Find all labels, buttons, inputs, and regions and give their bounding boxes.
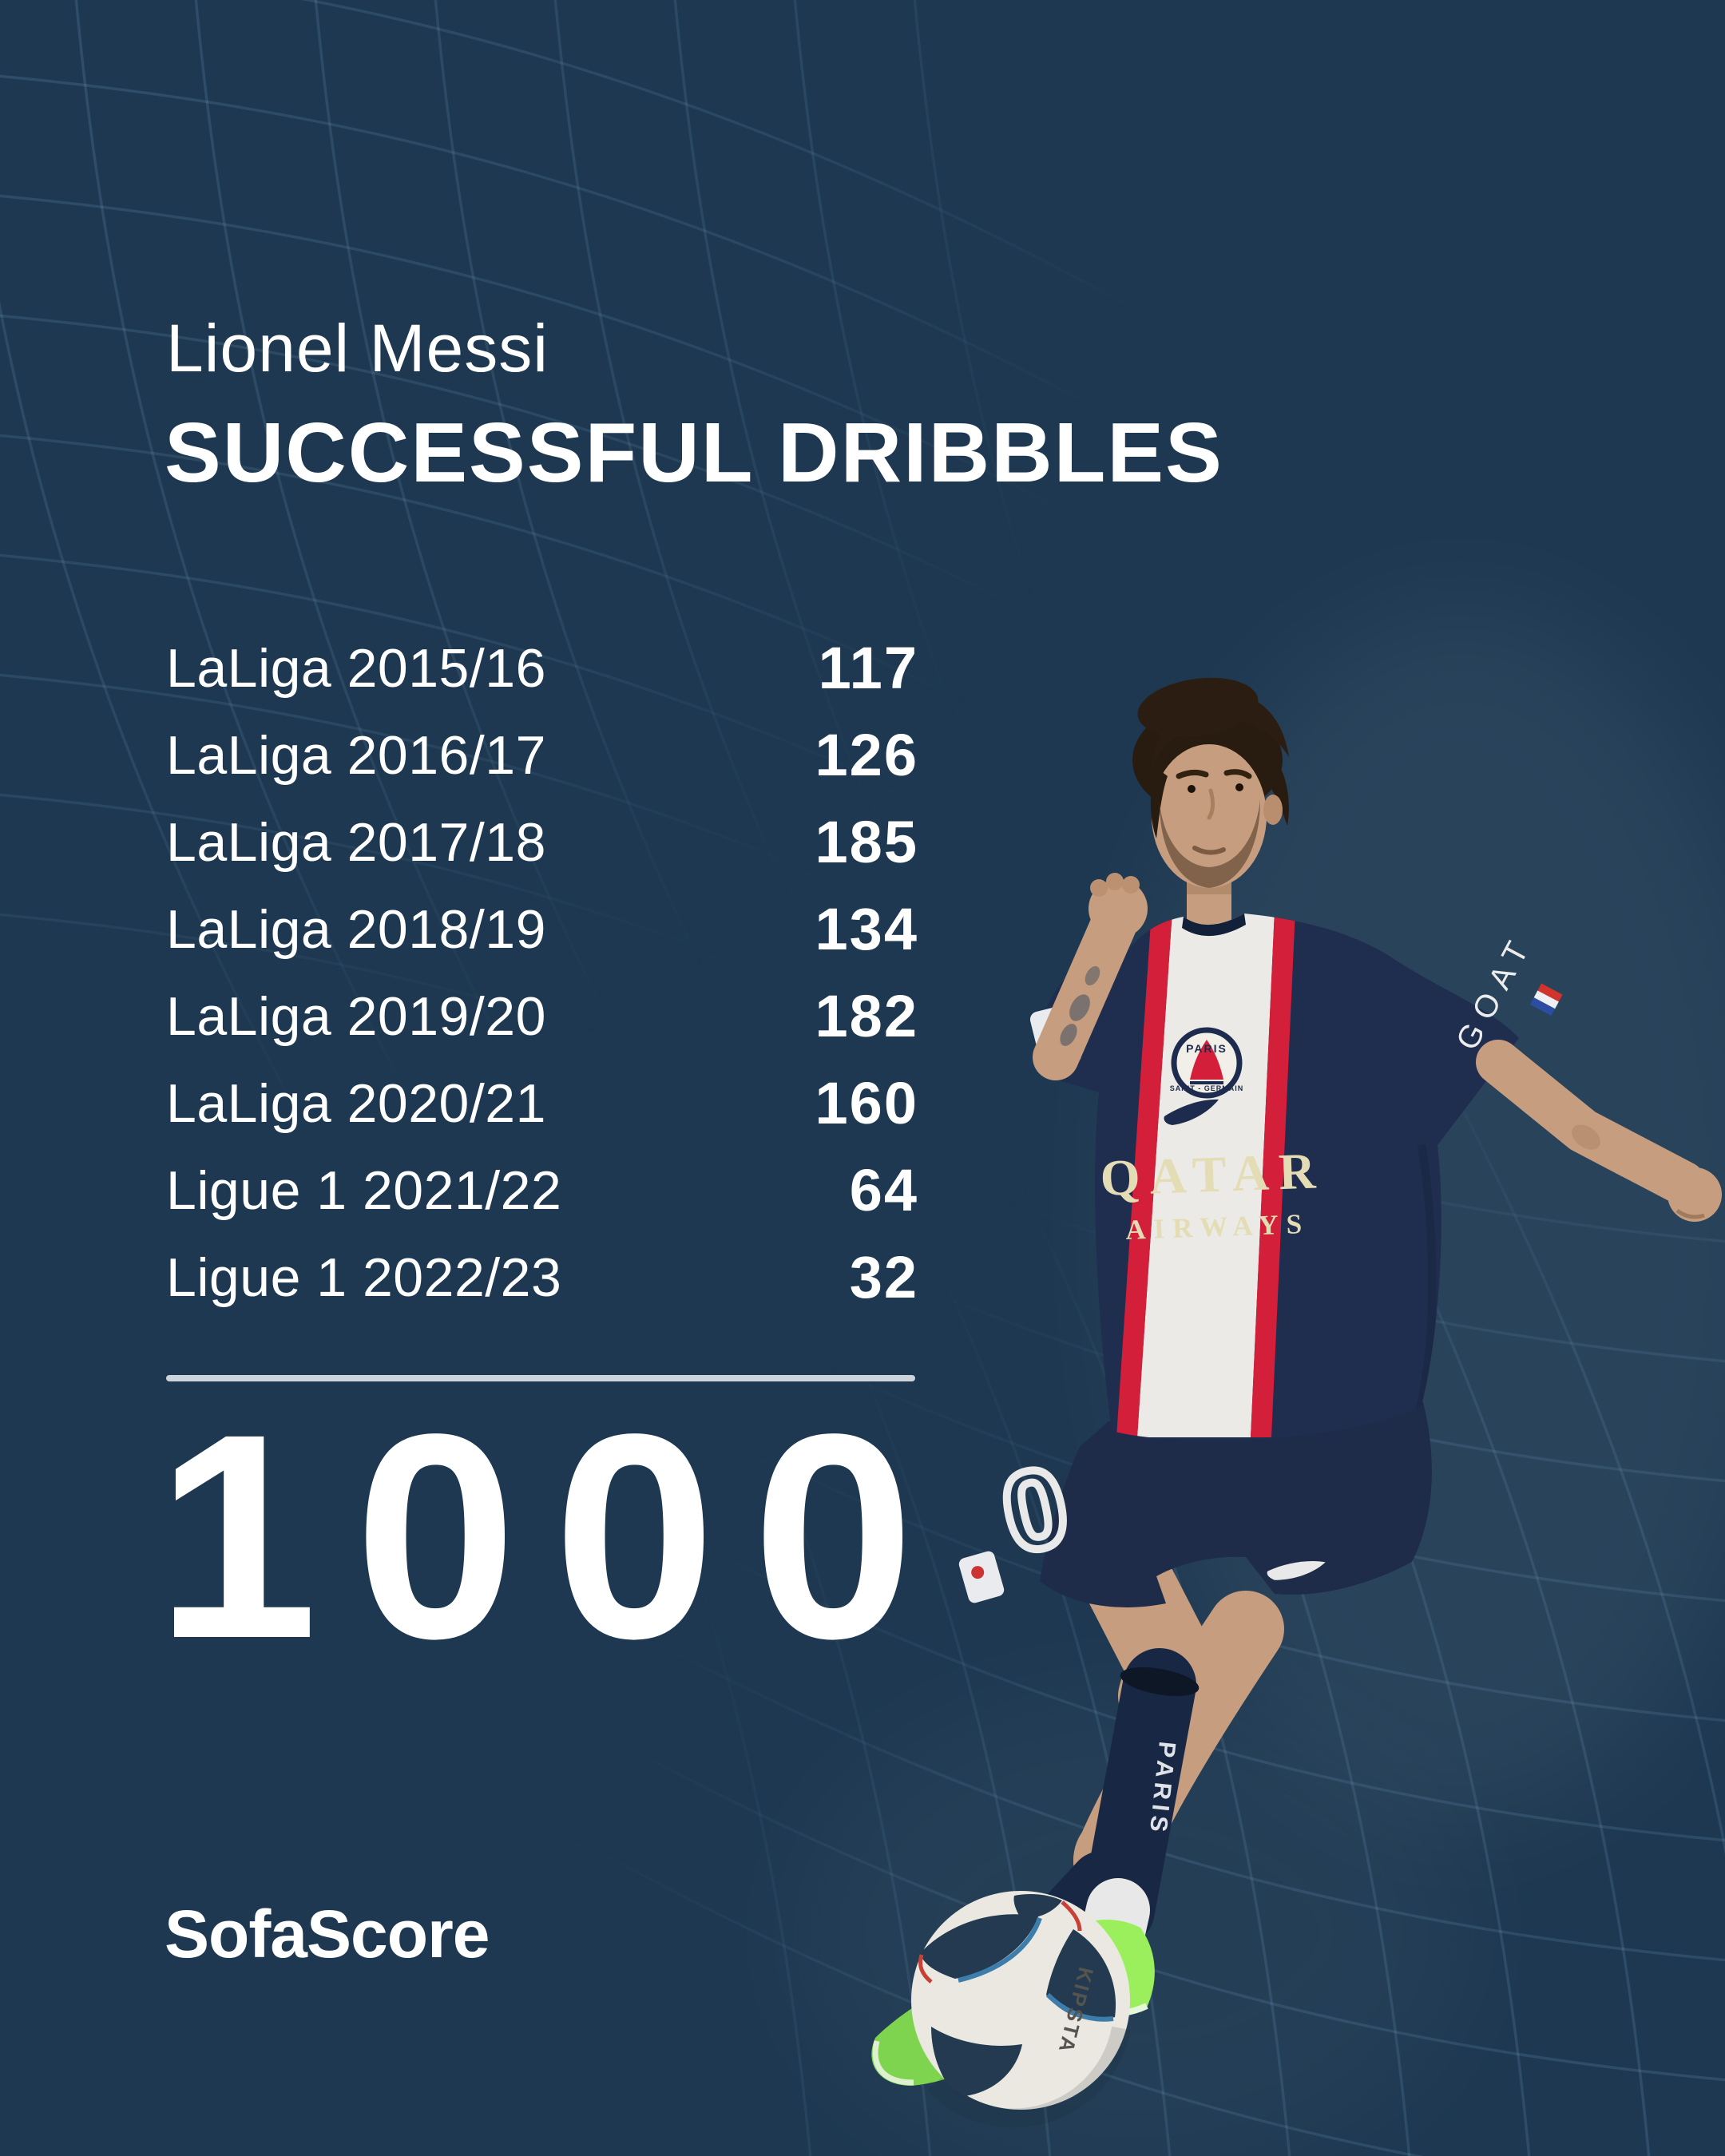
player-head (1132, 677, 1289, 888)
stat-label: LaLiga 2019/20 (166, 985, 546, 1047)
stat-label: LaLiga 2017/18 (166, 811, 546, 873)
stat-row: LaLiga 2017/18 185 (166, 799, 918, 886)
shorts-swoosh (1267, 1561, 1326, 1580)
stat-label: LaLiga 2018/19 (166, 898, 546, 960)
stat-row: LaLiga 2018/19 134 (166, 886, 918, 973)
jersey-sponsor-line2: AIRWAYS (1125, 1208, 1311, 1246)
divider-line (166, 1375, 915, 1381)
stat-value: 117 (818, 635, 918, 701)
shorts-number: 0 (992, 1442, 1079, 1578)
stat-row: Ligue 1 2021/22 64 (166, 1147, 918, 1234)
stat-label: Ligue 1 2022/23 (166, 1246, 562, 1308)
stat-value: 185 (815, 809, 918, 875)
stat-label: LaLiga 2020/21 (166, 1072, 546, 1134)
stat-value: 134 (815, 896, 918, 962)
stat-value: 182 (815, 983, 918, 1049)
stat-value: 126 (815, 722, 918, 788)
page-title: SUCCESSFUL DRIBBLES (165, 406, 1223, 500)
french-flag-patch (1530, 983, 1563, 1017)
stat-value: 32 (849, 1244, 918, 1310)
crest-top-text: PARIS (1186, 1042, 1227, 1055)
stat-row: LaLiga 2020/21 160 (166, 1060, 918, 1147)
jersey-stripe-red-left (1116, 914, 1172, 1437)
jersey-sponsor-line1: QATAR (1099, 1142, 1326, 1207)
beard (1160, 800, 1260, 888)
stat-row: LaLiga 2019/20 182 (166, 973, 918, 1060)
player-right-arm (1033, 873, 1148, 1080)
stat-row: LaLiga 2016/17 126 (166, 711, 918, 799)
crest-bottom-text: SAINT - GERMAIN (1170, 1084, 1244, 1092)
stats-list: LaLiga 2015/16 117 LaLiga 2016/17 126 La… (166, 624, 918, 1321)
jersey-swoosh (1164, 1099, 1219, 1125)
ear (1263, 795, 1283, 825)
left-fist (1668, 1167, 1722, 1222)
sofascore-wordmark: SofaScore (165, 1896, 490, 1972)
stat-value: 64 (849, 1157, 918, 1223)
stat-row: LaLiga 2015/16 117 (166, 624, 918, 711)
psg-crest: PARIS SAINT - GERMAIN (1170, 1027, 1244, 1099)
stat-label: Ligue 1 2021/22 (166, 1159, 562, 1221)
stat-label: LaLiga 2015/16 (166, 637, 546, 699)
stat-row: Ligue 1 2022/23 32 (166, 1234, 918, 1321)
soccer-ball: KIPSTA (911, 1891, 1131, 2128)
jersey-stripe-red-right (1251, 914, 1295, 1437)
stat-label: LaLiga 2016/17 (166, 724, 546, 786)
total-dribbles: 1000 (156, 1374, 951, 1699)
stat-value: 160 (815, 1070, 918, 1136)
player-name: Lionel Messi (166, 311, 549, 386)
player-left-arm (1476, 1040, 1722, 1222)
jersey-stripe-white (1137, 914, 1275, 1437)
